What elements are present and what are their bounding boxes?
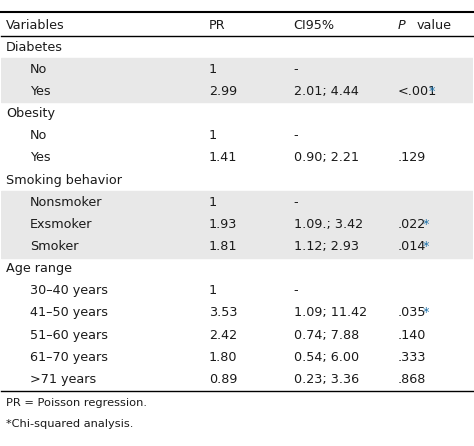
Text: Age range: Age range	[6, 262, 72, 275]
Text: 1.12; 2.93: 1.12; 2.93	[293, 240, 358, 253]
Text: Smoking behavior: Smoking behavior	[6, 173, 122, 186]
Text: 0.74; 7.88: 0.74; 7.88	[293, 329, 359, 342]
Text: 1.09; 11.42: 1.09; 11.42	[293, 306, 367, 319]
Text: 1: 1	[209, 63, 217, 76]
Text: .129: .129	[397, 151, 426, 164]
Text: value: value	[417, 19, 452, 32]
Text: 61–70 years: 61–70 years	[30, 351, 108, 364]
Text: -: -	[293, 196, 298, 209]
Text: .140: .140	[397, 329, 426, 342]
Text: Yes: Yes	[30, 151, 50, 164]
Text: <.001: <.001	[397, 85, 437, 98]
Text: CI95%: CI95%	[293, 19, 335, 32]
Bar	[1, 213, 473, 235]
Text: .022: .022	[397, 218, 426, 231]
Bar	[1, 80, 473, 103]
Text: PR = Poisson regression.: PR = Poisson regression.	[6, 398, 147, 408]
Text: 30–40 years: 30–40 years	[30, 284, 108, 297]
Text: *Chi-squared analysis.: *Chi-squared analysis.	[6, 419, 134, 429]
Text: No: No	[30, 63, 47, 76]
Text: Yes: Yes	[30, 85, 50, 98]
Text: Smoker: Smoker	[30, 240, 78, 253]
Text: 2.42: 2.42	[209, 329, 237, 342]
Text: *: *	[423, 240, 429, 253]
Text: 0.54; 6.00: 0.54; 6.00	[293, 351, 359, 364]
Text: 3.53: 3.53	[209, 306, 237, 319]
Text: 41–50 years: 41–50 years	[30, 306, 108, 319]
Text: Obesity: Obesity	[6, 107, 55, 120]
Text: -: -	[293, 284, 298, 297]
Text: *: *	[423, 218, 429, 231]
Text: 1.41: 1.41	[209, 151, 237, 164]
Text: .333: .333	[397, 351, 426, 364]
Text: 1.80: 1.80	[209, 351, 237, 364]
Text: 1.09.; 3.42: 1.09.; 3.42	[293, 218, 363, 231]
Text: 2.01; 4.44: 2.01; 4.44	[293, 85, 358, 98]
Bar	[1, 191, 473, 213]
Bar	[1, 58, 473, 80]
Text: .014: .014	[397, 240, 426, 253]
Text: P: P	[397, 19, 405, 32]
Text: PR: PR	[209, 19, 225, 32]
Text: 1: 1	[209, 196, 217, 209]
Text: .035: .035	[397, 306, 426, 319]
Text: No: No	[30, 129, 47, 142]
Text: .868: .868	[397, 373, 426, 386]
Text: Variables: Variables	[6, 19, 65, 32]
Text: >71 years: >71 years	[30, 373, 96, 386]
Text: Diabetes: Diabetes	[6, 41, 63, 54]
Text: 2.99: 2.99	[209, 85, 237, 98]
Bar	[1, 235, 473, 258]
Text: 0.90; 2.21: 0.90; 2.21	[293, 151, 358, 164]
Text: -: -	[293, 129, 298, 142]
Text: 51–60 years: 51–60 years	[30, 329, 108, 342]
Text: 1: 1	[209, 129, 217, 142]
Text: *: *	[423, 306, 429, 319]
Text: 1.81: 1.81	[209, 240, 237, 253]
Text: *: *	[429, 85, 435, 98]
Text: Exsmoker: Exsmoker	[30, 218, 92, 231]
Text: 1.93: 1.93	[209, 218, 237, 231]
Text: Nonsmoker: Nonsmoker	[30, 196, 102, 209]
Text: -: -	[293, 63, 298, 76]
Text: 0.89: 0.89	[209, 373, 237, 386]
Text: 0.23; 3.36: 0.23; 3.36	[293, 373, 359, 386]
Text: 1: 1	[209, 284, 217, 297]
